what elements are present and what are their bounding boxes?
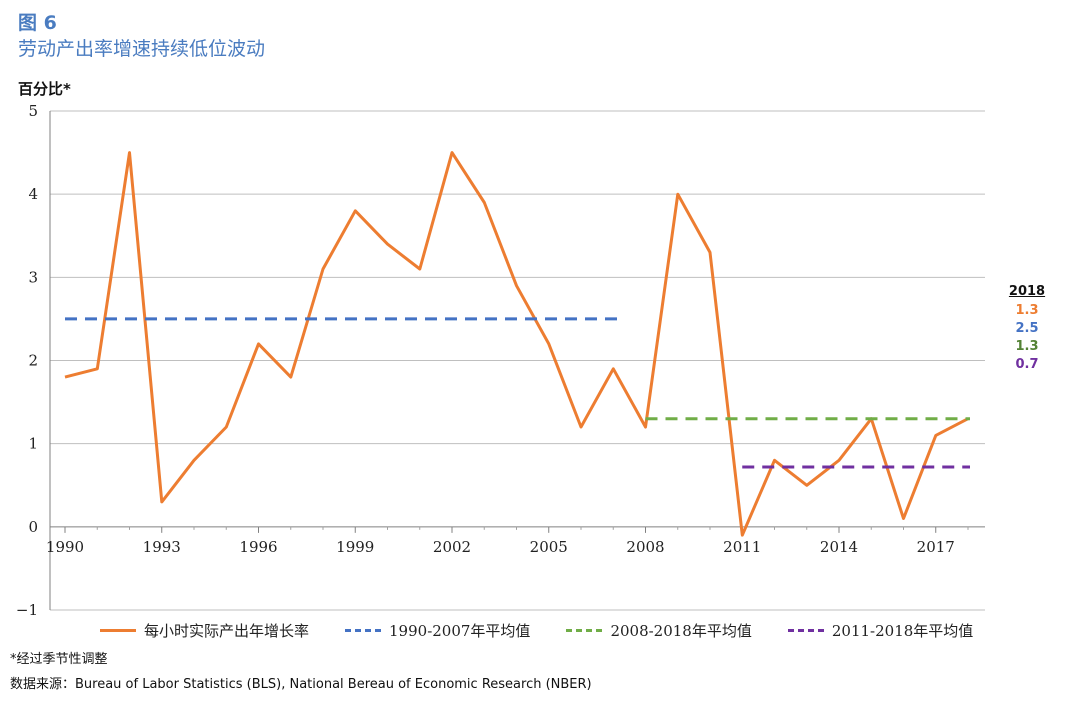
x-tick-label: 1990 — [46, 538, 84, 556]
axes — [49, 111, 985, 610]
legend-swatch — [345, 629, 382, 632]
legend-label: 每小时实际产出年增长率 — [144, 622, 310, 640]
y-axis-label: 百分比* — [18, 80, 71, 98]
series-lines — [64, 151, 970, 537]
legend-item: 2008-2018年平均值 — [566, 620, 752, 641]
source-note: 数据来源：Bureau of Labor Statistics (BLS), N… — [10, 677, 592, 692]
y-tick-label: −1 — [16, 601, 38, 619]
y-tick-label: 5 — [28, 102, 38, 120]
side-panel-value: 0.7 — [1015, 357, 1039, 372]
y-tick-label: 4 — [28, 185, 38, 203]
x-tick-label: 2002 — [433, 538, 471, 556]
y-tick-label: 3 — [28, 268, 38, 286]
y-tick-labels: −1 0 1 2 3 4 5 — [16, 102, 38, 619]
side-panel-value: 1.3 — [1015, 339, 1039, 354]
series-line-0 — [64, 151, 969, 537]
x-tick-labels: 1990 1993 1996 1999 2002 2005 2008 2011 2014 2017 — [46, 538, 955, 556]
legend-item: 2011-2018年平均值 — [787, 620, 974, 641]
legend-label: 1990-2007年平均值 — [389, 622, 531, 640]
x-tick-label: 1996 — [239, 538, 277, 556]
x-tick-label: 2014 — [820, 538, 858, 556]
legend-label: 2011-2018年平均值 — [831, 622, 974, 640]
side-panel-values: 1.3 2.5 1.3 0.7 — [1007, 302, 1047, 374]
legend-swatch — [566, 629, 603, 632]
y-tick-label: 2 — [28, 352, 38, 370]
legend: 每小时实际产出年增长率 1990-2007年平均值 2008-2018年平均值 201… — [100, 620, 973, 641]
x-tick-label: 1999 — [336, 538, 374, 556]
grid-lines — [50, 110, 985, 611]
y-tick-label: 0 — [28, 518, 38, 536]
figure-label: 图 6 — [18, 12, 57, 34]
side-panel-title: 2018 — [1008, 284, 1046, 299]
footnote: *经过季节性调整 — [10, 652, 108, 667]
side-panel-value: 1.3 — [1015, 303, 1039, 318]
y-tick-label: 1 — [28, 435, 38, 453]
side-panel-2018: 2018 1.3 2.5 1.3 0.7 — [1007, 284, 1047, 374]
chart-title: 劳动产出率增速持续低位波动 — [18, 38, 266, 60]
legend-swatch — [100, 629, 136, 632]
x-tick-label: 2008 — [626, 538, 664, 556]
legend-item: 每小时实际产出年增长率 — [100, 620, 309, 641]
legend-item: 1990-2007年平均值 — [345, 620, 530, 641]
x-tick-label: 2005 — [530, 538, 568, 556]
side-panel-value: 2.5 — [1015, 321, 1039, 336]
x-tick-label: 2017 — [917, 538, 955, 556]
legend-swatch — [787, 629, 824, 632]
x-tick-label: 1993 — [143, 538, 181, 556]
x-tick-label: 2011 — [723, 538, 761, 556]
legend-label: 2008-2018年平均值 — [610, 622, 752, 640]
